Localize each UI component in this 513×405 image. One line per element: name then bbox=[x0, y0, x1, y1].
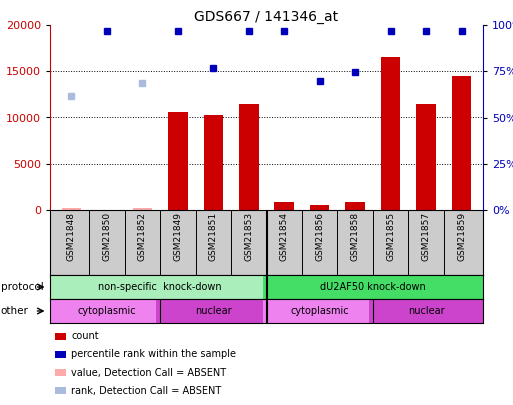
Text: cytoplasmic: cytoplasmic bbox=[77, 306, 136, 316]
Text: nuclear: nuclear bbox=[195, 306, 231, 316]
Bar bbox=[55, 351, 66, 358]
Text: percentile rank within the sample: percentile rank within the sample bbox=[71, 350, 236, 359]
Text: dU2AF50 knock-down: dU2AF50 knock-down bbox=[320, 282, 426, 292]
Text: GSM21850: GSM21850 bbox=[102, 212, 111, 261]
Bar bbox=[239, 104, 259, 210]
Bar bbox=[452, 76, 471, 210]
Bar bbox=[274, 202, 294, 210]
Title: GDS667 / 141346_at: GDS667 / 141346_at bbox=[194, 10, 339, 24]
Text: non-specific  knock-down: non-specific knock-down bbox=[98, 282, 222, 292]
Bar bbox=[55, 387, 66, 394]
Bar bbox=[168, 112, 188, 210]
Text: GSM21858: GSM21858 bbox=[351, 212, 360, 261]
Text: GSM21851: GSM21851 bbox=[209, 212, 218, 261]
Text: GSM21859: GSM21859 bbox=[457, 212, 466, 261]
Text: GSM21857: GSM21857 bbox=[422, 212, 431, 261]
Bar bbox=[55, 369, 66, 376]
Text: cytoplasmic: cytoplasmic bbox=[290, 306, 349, 316]
Bar bbox=[50, 299, 164, 323]
Text: GSM21856: GSM21856 bbox=[315, 212, 324, 261]
Text: GSM21852: GSM21852 bbox=[138, 212, 147, 261]
Bar bbox=[204, 115, 223, 210]
Text: other: other bbox=[1, 306, 28, 316]
Text: rank, Detection Call = ABSENT: rank, Detection Call = ABSENT bbox=[71, 386, 222, 396]
Bar bbox=[381, 58, 401, 210]
Text: GSM21848: GSM21848 bbox=[67, 212, 76, 261]
Bar bbox=[62, 208, 81, 210]
Text: value, Detection Call = ABSENT: value, Detection Call = ABSENT bbox=[71, 368, 226, 377]
Bar bbox=[55, 333, 66, 340]
Bar bbox=[417, 104, 436, 210]
Bar bbox=[310, 205, 329, 210]
Bar bbox=[263, 299, 377, 323]
Bar bbox=[263, 275, 483, 299]
Text: protocol: protocol bbox=[1, 282, 43, 292]
Bar bbox=[345, 202, 365, 210]
Bar bbox=[156, 299, 270, 323]
Text: GSM21855: GSM21855 bbox=[386, 212, 395, 261]
Text: nuclear: nuclear bbox=[408, 306, 445, 316]
Bar bbox=[369, 299, 483, 323]
Text: GSM21849: GSM21849 bbox=[173, 212, 182, 261]
Bar bbox=[132, 208, 152, 210]
Text: GSM21853: GSM21853 bbox=[244, 212, 253, 261]
Text: count: count bbox=[71, 331, 99, 341]
Text: GSM21854: GSM21854 bbox=[280, 212, 289, 261]
Bar bbox=[50, 275, 270, 299]
